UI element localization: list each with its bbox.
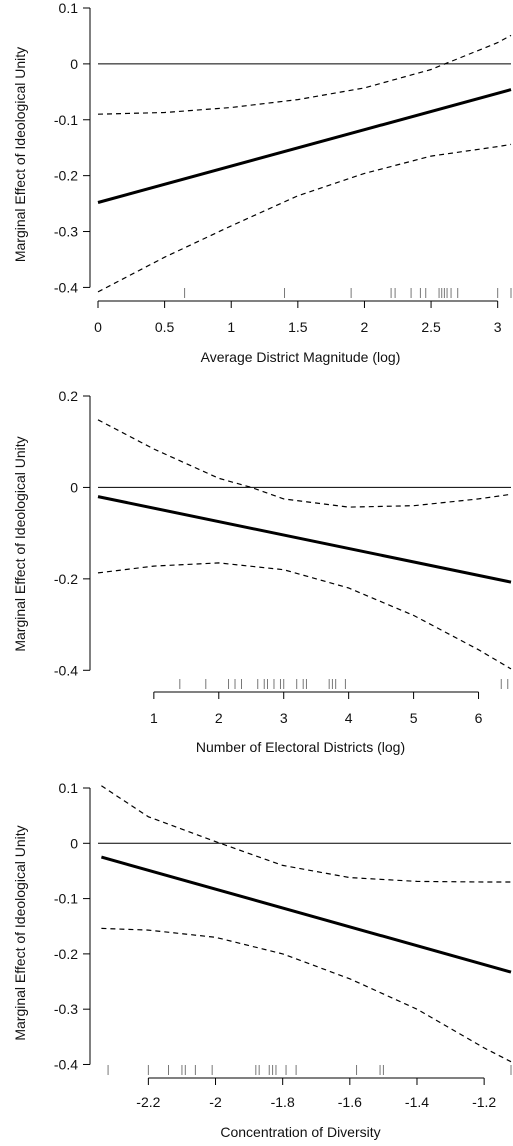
- y-tick-label: 0: [70, 835, 78, 851]
- upper-confidence-bound: [97, 419, 512, 508]
- lower-confidence-bound: [97, 562, 512, 670]
- y-tick-label: 0.2: [59, 388, 79, 404]
- chart-panel-1: 0.1 0 -0.1 -0.2 -0.3 -0.4 0 0.5 1 1.5 2 2.5 3 Average…: [12, 0, 512, 365]
- y-tick-label: 0.1: [59, 0, 79, 16]
- x-axis-title: Average District Magnitude (log): [201, 349, 401, 365]
- x-tick-label: 2: [361, 319, 369, 335]
- x-tick-label: 0: [94, 319, 102, 335]
- x-tick-label: -1.2: [472, 1094, 496, 1110]
- x-axis-title: Concentration of Diversity: [220, 1124, 380, 1140]
- y-tick-label: -0.1: [54, 112, 78, 128]
- y-tick-label: -0.4: [54, 662, 78, 678]
- x-axis-title: Number of Electoral Districts (log): [196, 739, 405, 755]
- marginal-effect-line: [97, 88, 512, 204]
- lower-confidence-bound: [101, 927, 512, 1063]
- chart-panel-3: 0.1 0 -0.1 -0.2 -0.3 -0.4 -2.2 -2 -1.8 -1.6 -1.4 -1…: [12, 780, 512, 1140]
- x-tick-label: 3: [280, 710, 288, 726]
- x-tick-label: 3: [494, 319, 502, 335]
- y-tick-label: 0: [70, 479, 78, 495]
- x-tick-label: 1: [227, 319, 235, 335]
- x-tick-label: 2: [215, 710, 223, 726]
- y-axis-title: Marginal Effect of Ideological Unity: [12, 436, 28, 651]
- y-axis-title: Marginal Effect of Ideological Unity: [12, 825, 28, 1040]
- y-tick-label: -0.2: [54, 168, 78, 184]
- y-tick-label: -0.2: [54, 946, 78, 962]
- y-tick-label: 0.1: [59, 780, 79, 796]
- x-tick-label: 4: [345, 710, 353, 726]
- lower-confidence-bound: [97, 143, 512, 293]
- x-tick-label: -2: [209, 1094, 222, 1110]
- x-tick-label: -2.2: [136, 1094, 160, 1110]
- x-tick-label: 0.5: [155, 319, 175, 335]
- upper-confidence-bound: [101, 785, 511, 883]
- upper-confidence-bound: [97, 34, 512, 115]
- chart-panel-2: 0.2 0 -0.2 -0.4 1 2 3 4 5 6 Number of Electoral Di…: [12, 388, 512, 755]
- x-tick-label: 5: [410, 710, 418, 726]
- y-tick-label: -0.4: [54, 1056, 78, 1072]
- y-tick-label: -0.1: [54, 891, 78, 907]
- x-tick-label: 1.5: [288, 319, 308, 335]
- y-tick-label: -0.3: [54, 224, 78, 240]
- x-tick-label: 1: [150, 710, 158, 726]
- y-axis-title: Marginal Effect of Ideological Unity: [12, 47, 28, 262]
- x-tick-label: -1.6: [338, 1094, 362, 1110]
- y-tick-label: -0.2: [54, 571, 78, 587]
- marginal-effect-line: [97, 495, 512, 584]
- y-tick-label: 0: [70, 56, 78, 72]
- y-tick-label: -0.4: [54, 279, 78, 295]
- x-tick-label: 6: [475, 710, 483, 726]
- x-tick-label: 2.5: [421, 319, 441, 335]
- y-tick-label: -0.3: [54, 1001, 78, 1017]
- x-tick-label: -1.8: [271, 1094, 295, 1110]
- x-tick-label: -1.4: [405, 1094, 429, 1110]
- marginal-effect-line: [100, 855, 512, 974]
